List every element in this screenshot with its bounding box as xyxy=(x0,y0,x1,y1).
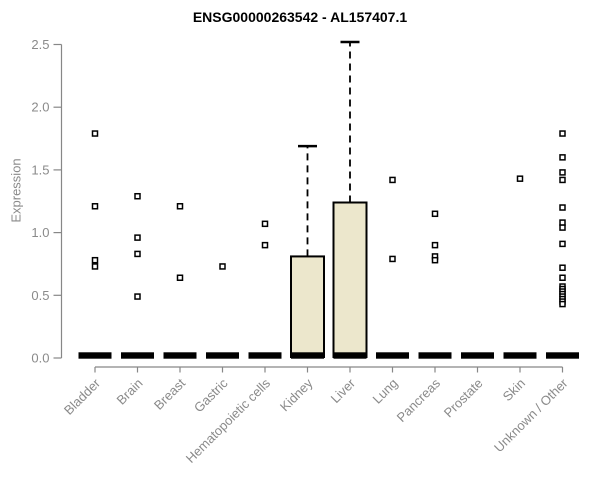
outlier-point xyxy=(431,256,439,264)
x-tick-label: Unknown / Other xyxy=(491,375,571,455)
outlier-point xyxy=(134,293,141,300)
median-bar xyxy=(291,352,324,359)
chart-title: ENSG00000263542 - AL157407.1 xyxy=(192,9,408,25)
outlier-point xyxy=(91,263,99,270)
outlier-point xyxy=(559,300,566,308)
outlier-point xyxy=(516,175,524,182)
median-bar xyxy=(78,352,112,359)
outlier-point xyxy=(389,255,396,263)
median-bar xyxy=(248,352,282,359)
y-tick-label: 0.5 xyxy=(31,288,49,303)
median-bar xyxy=(461,352,494,359)
median-bar xyxy=(546,352,579,359)
outlier-point xyxy=(176,274,184,281)
outlier-point xyxy=(559,219,566,226)
outlier-point xyxy=(559,154,566,161)
x-tick-label: Hematopoietic cells xyxy=(183,375,274,466)
outlier-point xyxy=(91,130,99,137)
x-tick-label: Gastric xyxy=(191,375,231,415)
outlier-point xyxy=(559,204,566,211)
y-tick-label: 0.0 xyxy=(31,351,49,366)
outlier-point xyxy=(176,203,184,210)
y-tick-label: 1.0 xyxy=(31,225,49,240)
y-tick-label: 2.5 xyxy=(31,37,49,52)
x-tick-label: Brain xyxy=(114,376,146,408)
x-tick-label: Kidney xyxy=(277,375,316,414)
median-bar xyxy=(376,352,409,359)
box xyxy=(332,201,368,358)
outlier-point xyxy=(261,241,269,249)
outlier-point xyxy=(431,210,439,218)
outlier-point xyxy=(431,241,439,249)
outlier-point xyxy=(559,130,566,137)
outlier-point xyxy=(134,192,141,200)
median-bar xyxy=(418,352,452,359)
outlier-point xyxy=(134,250,141,258)
outlier-point xyxy=(389,176,396,184)
x-tick-label: Prostate xyxy=(441,376,486,421)
x-tick-label: Pancreas xyxy=(394,375,444,425)
outlier-point xyxy=(559,224,566,231)
y-tick-label: 1.5 xyxy=(31,162,49,177)
outlier-point xyxy=(559,176,566,184)
y-tick-label: 2.0 xyxy=(31,100,49,115)
median-bar xyxy=(206,352,239,359)
x-tick-label: Lung xyxy=(370,376,401,407)
median-bar xyxy=(163,352,197,359)
outlier-point xyxy=(261,220,269,228)
x-tick-label: Breast xyxy=(151,375,188,412)
median-bar xyxy=(121,352,154,359)
box xyxy=(290,255,325,358)
outlier-point xyxy=(559,264,566,271)
x-tick-label: Liver xyxy=(328,375,359,406)
outlier-point xyxy=(134,234,141,241)
outlier-point xyxy=(559,274,566,281)
outlier-point xyxy=(91,256,99,264)
x-tick-label: Bladder xyxy=(61,375,104,418)
outlier-point xyxy=(219,263,226,270)
median-bar xyxy=(333,352,367,359)
outlier-point xyxy=(559,240,566,248)
x-tick-label: Skin xyxy=(500,376,528,404)
outlier-point xyxy=(559,169,566,176)
outlier-point xyxy=(91,203,99,210)
median-bar xyxy=(503,352,537,359)
